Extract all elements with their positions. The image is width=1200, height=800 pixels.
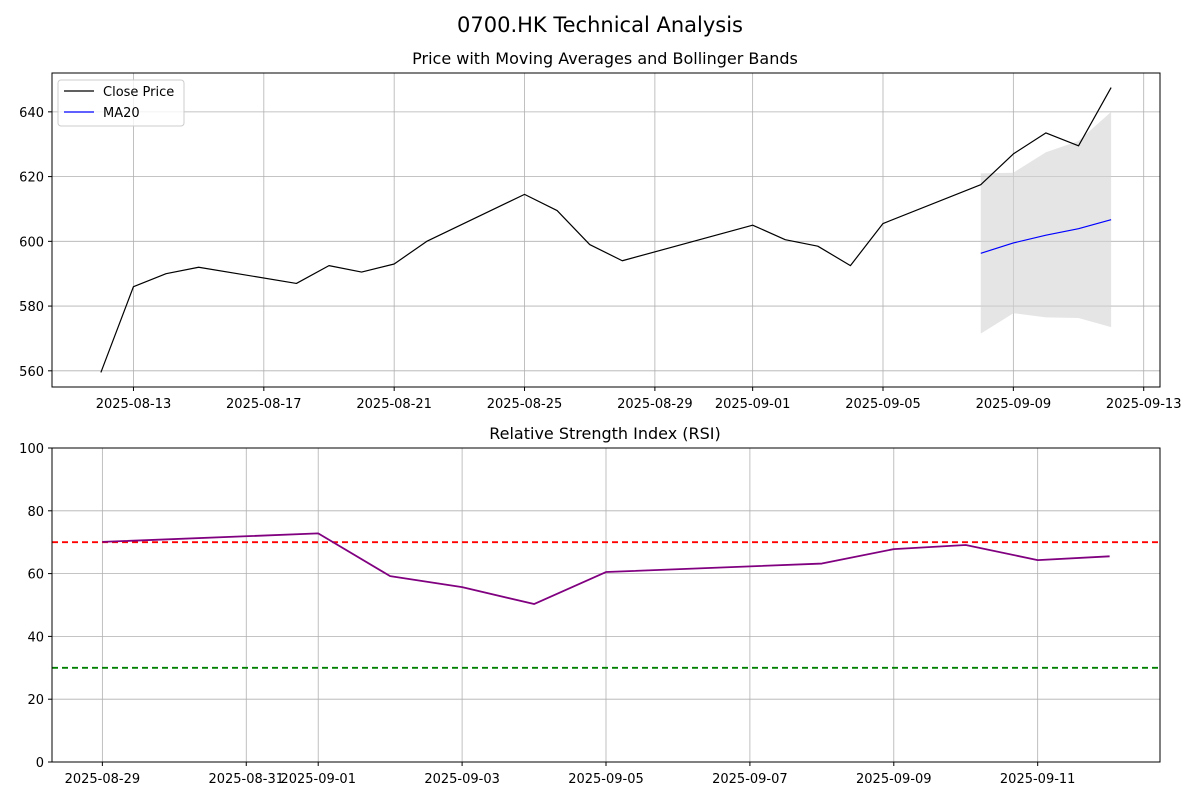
y-tick-label: 600 (19, 235, 44, 250)
x-tick-label: 2025-08-31 (208, 772, 284, 787)
price-axis-ticks: 2025-08-13 2025-08-17 2025-08-21 2025-08-25… (19, 106, 1181, 412)
x-tick-label: 2025-09-01 (280, 772, 356, 787)
figure-title: 0700.HK Technical Analysis (457, 13, 743, 37)
x-tick-label: 2025-09-09 (976, 397, 1052, 412)
x-tick-label: 2025-08-13 (96, 397, 172, 412)
x-tick-label: 2025-08-29 (617, 397, 693, 412)
price-legend: Close Price MA20 (57, 79, 185, 127)
x-tick-label: 2025-09-05 (568, 772, 644, 787)
rsi-reference-lines (52, 541, 1160, 669)
x-tick-label: 2025-08-25 (487, 397, 563, 412)
rsi-line (102, 532, 1110, 605)
x-tick-label: 2025-09-03 (424, 772, 500, 787)
x-tick-label: 2025-09-09 (856, 772, 932, 787)
close-price-line (100, 87, 1112, 373)
x-tick-label: 2025-09-07 (712, 772, 788, 787)
y-tick-label: 20 (27, 693, 44, 708)
price-panel-title: Price with Moving Averages and Bollinger… (412, 49, 798, 68)
y-tick-label: 560 (19, 365, 44, 380)
x-tick-label: 2025-09-11 (1000, 772, 1076, 787)
x-tick-label: 2025-08-21 (356, 397, 432, 412)
x-tick-label: 2025-09-13 (1106, 397, 1182, 412)
price-series (100, 87, 1112, 373)
x-tick-label: 2025-08-17 (226, 397, 302, 412)
legend-ma20-label: MA20 (103, 106, 140, 121)
y-tick-label: 0 (36, 756, 44, 771)
y-tick-label: 40 (27, 630, 44, 645)
ma20-line (980, 219, 1112, 254)
price-panel: Price with Moving Averages and Bollinger… (19, 49, 1181, 412)
rsi-panel-title: Relative Strength Index (RSI) (489, 424, 721, 443)
x-tick-label: 2025-09-05 (845, 397, 921, 412)
rsi-series (102, 532, 1110, 605)
y-tick-label: 620 (19, 171, 44, 186)
price-gridlines (52, 73, 1160, 387)
y-tick-label: 640 (19, 106, 44, 121)
rsi-panel: Relative Strength Index (RSI) 2025-08-29… (19, 424, 1161, 787)
legend-close-label: Close Price (103, 85, 174, 100)
x-tick-label: 2025-09-01 (715, 397, 791, 412)
y-tick-label: 580 (19, 300, 44, 315)
price-axes-frame (51, 72, 1161, 388)
rsi-gridlines (52, 447, 1160, 763)
bollinger-band (980, 111, 1112, 334)
y-tick-label: 100 (19, 442, 44, 457)
x-tick-label: 2025-08-29 (65, 772, 141, 787)
bollinger-band-area (980, 111, 1112, 334)
y-tick-label: 60 (27, 568, 44, 583)
y-tick-label: 80 (27, 505, 44, 520)
